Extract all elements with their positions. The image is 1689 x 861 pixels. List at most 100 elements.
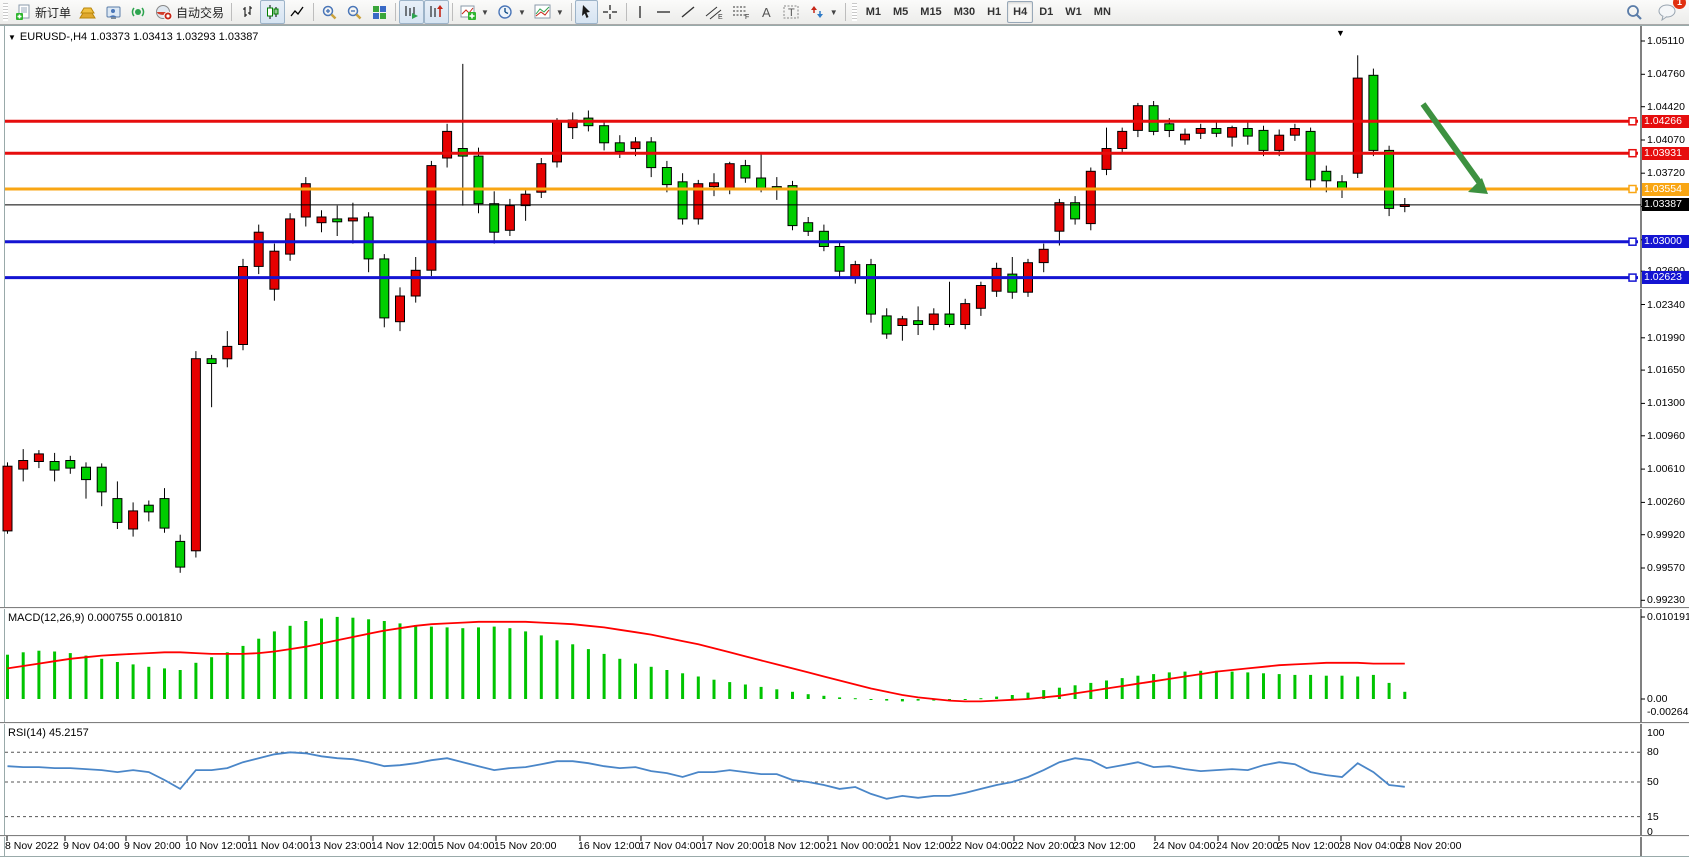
time-axis-label: 14 Nov 12:00 [371, 840, 434, 852]
rsi-axis-label: 80 [1647, 746, 1659, 759]
notification-badge: 1 [1673, 0, 1686, 9]
svg-text:T: T [788, 7, 795, 19]
toolbar-separator [313, 3, 315, 21]
macd-axis-label: -0.002642 [1647, 706, 1689, 718]
time-axis-label: 17 Nov 04:00 [639, 840, 702, 852]
period-button-d1[interactable]: D1 [1039, 6, 1054, 18]
indicators-button[interactable]: ▼ [456, 0, 493, 24]
price-badge: 1.04266 [1642, 114, 1689, 128]
price-axis-label: 1.05110 [1647, 35, 1685, 47]
period-button-m5[interactable]: M5 [893, 6, 909, 18]
time-axis-label: 23 Nov 12:00 [1073, 840, 1136, 852]
horizontal-line[interactable] [5, 184, 1638, 194]
time-axis-label: 24 Nov 20:00 [1216, 840, 1279, 852]
time-axis-label: 17 Nov 20:00 [701, 840, 764, 852]
rsi-axis-label: 15 [1647, 810, 1659, 823]
arrows-button[interactable]: ▼ [805, 0, 842, 24]
time-axis-label: 15 Nov 20:00 [494, 840, 557, 852]
svg-text:F: F [745, 14, 749, 20]
macd-signal-line [7, 620, 1405, 703]
time-axis-label: 9 Nov 04:00 [63, 840, 120, 852]
profile-button[interactable] [101, 0, 126, 24]
tile-windows-icon [371, 4, 388, 21]
gold-icon [79, 4, 97, 20]
period-button-m30[interactable]: M30 [953, 6, 976, 18]
horizontal-line[interactable] [5, 117, 1638, 126]
toolbar-grip[interactable] [3, 3, 8, 21]
bar-chart-button[interactable] [235, 0, 260, 24]
period-button-mn[interactable]: MN [1093, 6, 1111, 18]
channel-button[interactable]: E [701, 0, 728, 24]
periods-clock-button[interactable]: ▼ [493, 0, 530, 24]
chevron-down-icon[interactable]: ▼ [829, 7, 838, 17]
hline-icon [655, 4, 672, 20]
bar-chart-icon [239, 4, 256, 21]
horizontal-line[interactable] [5, 237, 1638, 246]
trend-arrow-annotation[interactable] [1420, 102, 1488, 194]
time-axis-label: 24 Nov 04:00 [1153, 840, 1216, 852]
search-button[interactable] [1621, 0, 1647, 24]
toolbar-grip[interactable] [851, 3, 857, 21]
horizontal-line[interactable] [5, 148, 1638, 158]
line-chart-button[interactable] [285, 0, 310, 24]
period-button-h1[interactable]: H1 [987, 6, 1002, 18]
zoom-out-button[interactable] [342, 0, 367, 24]
price-axis-label: 1.04760 [1647, 68, 1685, 81]
zoom-in-icon [321, 4, 338, 21]
price-badge: 1.02623 [1642, 271, 1689, 285]
period-button-w1[interactable]: W1 [1065, 6, 1082, 18]
text-icon: A [759, 4, 774, 20]
arrows-icon [809, 4, 826, 20]
signal-button[interactable] [126, 0, 151, 24]
label-button[interactable]: T [778, 0, 805, 24]
trendline-button[interactable] [676, 0, 701, 24]
chart-window: ▼ EURUSD-,H4 1.03373 1.03413 1.03293 1.03… [0, 25, 1689, 861]
price-axis-label: 1.00960 [1647, 429, 1685, 442]
zoom-in-button[interactable] [317, 0, 342, 24]
price-axis-label: 1.04420 [1647, 100, 1685, 113]
autotrade-button[interactable]: 自动交易 [151, 0, 228, 24]
hline-button[interactable] [651, 0, 676, 24]
new-order-button[interactable]: 新订单 [11, 0, 75, 24]
price-badge: 1.03554 [1642, 182, 1689, 196]
chart-shift-marker-icon[interactable]: ▼ [1336, 28, 1345, 38]
fibo-button[interactable]: F [728, 0, 755, 24]
price-axis-label: 1.04070 [1647, 134, 1685, 146]
current-price-badge: 1.03387 [1642, 198, 1689, 212]
period-button-m15[interactable]: M15 [920, 6, 942, 18]
profile-icon [105, 4, 122, 21]
price-axis-label: 0.99230 [1647, 594, 1685, 607]
crosshair-button[interactable] [598, 0, 623, 24]
period-button-m1[interactable]: M1 [865, 6, 881, 18]
time-axis-label: 8 Nov 2022 [5, 840, 59, 852]
autoscroll-icon [403, 4, 420, 21]
price-axis-label: 1.03720 [1647, 167, 1685, 180]
chevron-down-icon[interactable]: ▼ [555, 7, 564, 17]
time-axis-label: 25 Nov 12:00 [1277, 840, 1340, 852]
price-badge: 1.03931 [1642, 146, 1689, 160]
cursor-button[interactable] [574, 0, 598, 24]
time-axis-label: 13 Nov 23:00 [309, 840, 372, 852]
chevron-down-icon[interactable]: ▼ [8, 33, 16, 42]
chevron-down-icon[interactable]: ▼ [481, 7, 489, 17]
chat-button[interactable]: 1 [1653, 0, 1686, 24]
horizontal-line[interactable] [5, 273, 1638, 282]
price-axis-label: 1.01990 [1647, 331, 1685, 344]
period-button-h4[interactable]: H4 [1007, 1, 1034, 23]
chart-shift-button[interactable] [424, 0, 450, 24]
chevron-down-icon[interactable]: ▼ [517, 7, 526, 17]
gold-button[interactable] [75, 0, 101, 24]
candle-chart-icon [264, 4, 281, 21]
template-button[interactable]: ▼ [530, 0, 568, 24]
rsi-line [7, 751, 1405, 800]
vline-button[interactable] [630, 0, 651, 24]
rsi-axis-label: 50 [1647, 776, 1659, 788]
time-axis-label: 10 Nov 12:00 [185, 840, 248, 852]
text-button[interactable]: A [755, 0, 778, 24]
chat-icon [1657, 3, 1677, 21]
signal-icon [130, 4, 147, 21]
candle-chart-button[interactable] [260, 0, 286, 24]
autoscroll-button[interactable] [399, 0, 425, 24]
tile-windows-button[interactable] [367, 0, 392, 24]
time-axis-label: 21 Nov 12:00 [888, 840, 951, 852]
